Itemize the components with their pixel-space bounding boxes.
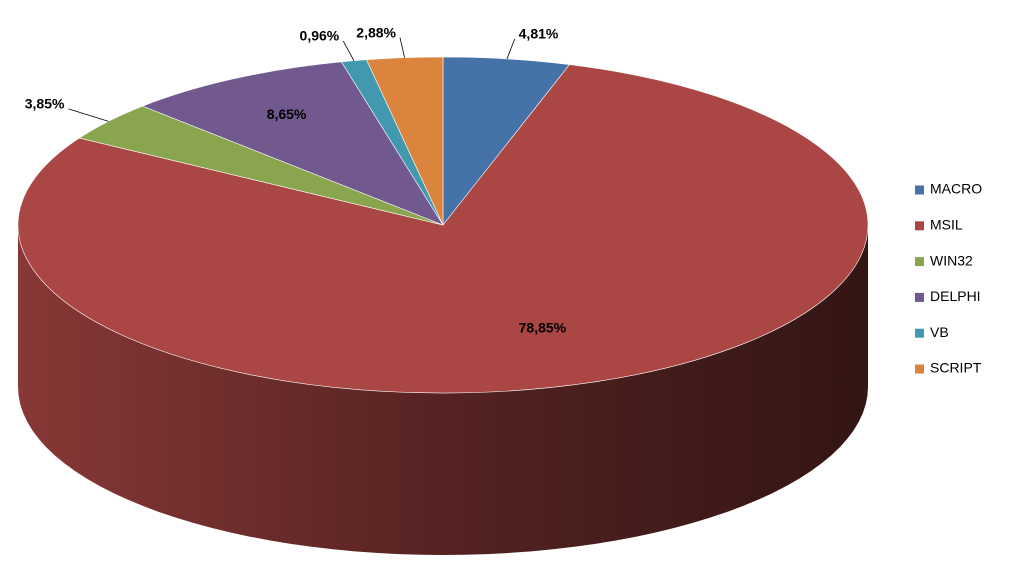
legend-swatch [915, 185, 924, 195]
legend-label: DELPHI [930, 288, 981, 304]
leader-line [68, 108, 109, 122]
data-label: 78,85% [519, 319, 567, 335]
data-label: 2,88% [356, 24, 396, 40]
data-label: 4,81% [519, 26, 559, 42]
legend-label: SCRIPT [930, 360, 982, 376]
legend-swatch [915, 328, 924, 338]
data-label: 3,85% [25, 96, 65, 112]
data-label: 0,96% [300, 28, 340, 44]
legend-swatch [915, 257, 924, 267]
leader-line [506, 38, 516, 60]
legend-swatch [915, 364, 924, 374]
leader-line [342, 40, 355, 61]
legend-label: MSIL [930, 217, 963, 233]
legend-label: VB [930, 324, 949, 340]
pie-side [18, 225, 868, 555]
legend-label: MACRO [930, 181, 982, 197]
data-label: 8,65% [267, 106, 307, 122]
pie-slice [141, 61, 444, 226]
pie-slice [17, 64, 869, 394]
pie-slice [366, 56, 444, 226]
legend-swatch [915, 292, 924, 302]
legend-label: WIN32 [930, 252, 973, 268]
leader-line [399, 37, 405, 58]
legend-swatch [915, 221, 924, 231]
